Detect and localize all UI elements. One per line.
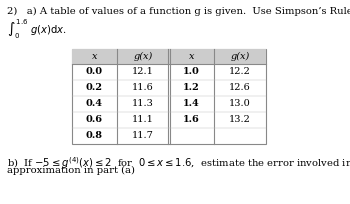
Text: approximation in part (a): approximation in part (a) <box>7 166 135 175</box>
Text: g(x): g(x) <box>133 52 153 61</box>
Text: 13.0: 13.0 <box>229 100 251 109</box>
Bar <box>72 49 266 144</box>
Text: 11.1: 11.1 <box>132 115 154 124</box>
Text: 12.6: 12.6 <box>229 83 251 92</box>
Bar <box>169 49 214 64</box>
Text: 1.0: 1.0 <box>183 68 200 76</box>
Text: 1.4: 1.4 <box>183 100 200 109</box>
Text: 11.6: 11.6 <box>132 83 154 92</box>
Text: 12.1: 12.1 <box>132 68 154 76</box>
Text: 0.8: 0.8 <box>86 132 103 141</box>
Text: 0.2: 0.2 <box>86 83 103 92</box>
Bar <box>72 49 117 64</box>
Text: $\int_0^{1.6}$ $g(x)\mathrm{d}x$.: $\int_0^{1.6}$ $g(x)\mathrm{d}x$. <box>7 17 66 41</box>
Text: 1.6: 1.6 <box>183 115 200 124</box>
Text: 11.7: 11.7 <box>132 132 154 141</box>
Text: 1.2: 1.2 <box>183 83 200 92</box>
Text: x: x <box>189 52 194 61</box>
Text: 11.3: 11.3 <box>132 100 154 109</box>
Text: g(x): g(x) <box>230 52 250 61</box>
Text: 0.0: 0.0 <box>86 68 103 76</box>
Text: x: x <box>92 52 97 61</box>
Text: b)  If $-5 \leq g^{(4)}(x) \leq 2$  for  $0 \leq x \leq 1.6$,  estimate the erro: b) If $-5 \leq g^{(4)}(x) \leq 2$ for $0… <box>7 155 350 171</box>
Bar <box>117 49 169 64</box>
Text: 12.2: 12.2 <box>229 68 251 76</box>
Text: 2)   a) A table of values of a function g is given.  Use Simpson’s Rule to estim: 2) a) A table of values of a function g … <box>7 7 350 16</box>
Text: 0.6: 0.6 <box>86 115 103 124</box>
Bar <box>214 49 266 64</box>
Text: 13.2: 13.2 <box>229 115 251 124</box>
Text: 0.4: 0.4 <box>86 100 103 109</box>
